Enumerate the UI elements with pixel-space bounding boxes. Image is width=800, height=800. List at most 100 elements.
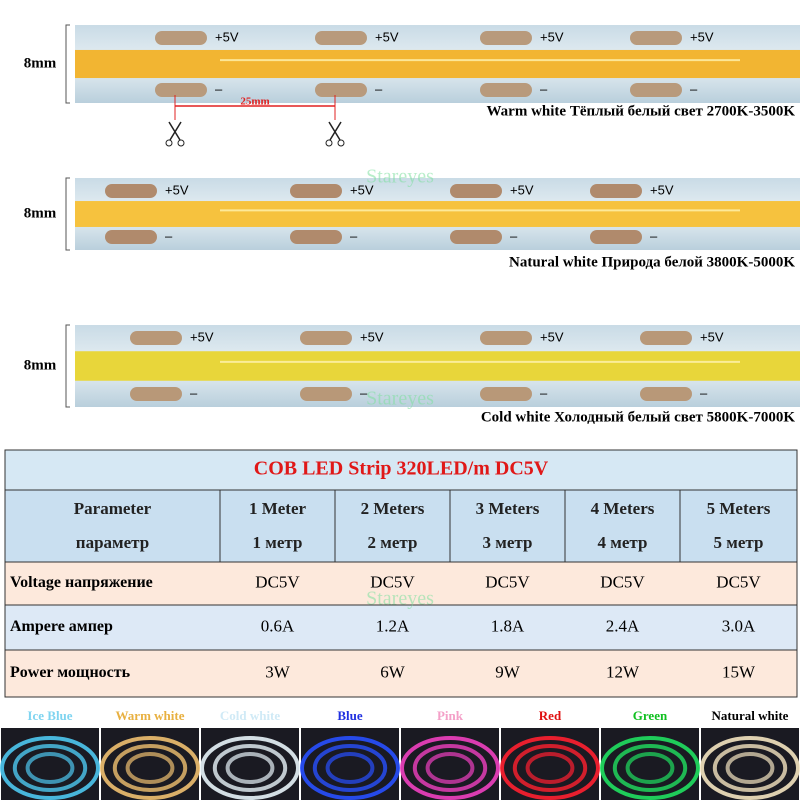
width-bracket: [65, 324, 70, 408]
width-label: 8mm: [24, 55, 57, 71]
scissors-icon: [165, 139, 173, 147]
minus-label: –: [165, 228, 173, 243]
table-header: 3 метр: [483, 533, 533, 552]
solder-pad: [315, 83, 367, 97]
color-name: Pink: [437, 708, 464, 723]
color-name: Natural white: [712, 708, 789, 723]
scissors-icon: [325, 139, 333, 147]
color-name: Green: [633, 708, 668, 723]
plus-label: +5V: [165, 182, 189, 197]
strip-caption: Natural white Природа белой 3800K-5000K: [509, 254, 795, 270]
color-coil: [725, 752, 775, 784]
solder-pad: [480, 387, 532, 401]
plus-label: +5V: [700, 329, 724, 344]
table-title-bg: [4, 449, 798, 491]
table-row-label: Power мощность: [10, 664, 131, 681]
cut-spacing: 25mm: [240, 96, 269, 108]
color-coil: [512, 744, 588, 792]
color-name: Red: [539, 708, 562, 723]
color-coil: [612, 744, 688, 792]
scissors-icon: [169, 121, 182, 141]
watermark: Stareyes: [366, 166, 434, 188]
color-coil: [12, 744, 88, 792]
strip-caption: Cold white Холодный белый свет 5800K-700…: [481, 409, 796, 425]
table-header: 5 метр: [714, 533, 764, 552]
color-coil: [700, 736, 800, 800]
table-header: 4 метр: [598, 533, 648, 552]
strip-core: [75, 49, 800, 79]
solder-pad: [290, 230, 342, 244]
solder-pad: [155, 31, 207, 45]
width-label: 8mm: [24, 205, 57, 221]
minus-label: –: [650, 228, 658, 243]
led-strip: 8mm +5V – +5V – +5V – +5V – Warm white Тёплый бел…: [24, 24, 800, 119]
solder-pad: [155, 83, 207, 97]
solder-pad: [630, 31, 682, 45]
solder-pad: [640, 331, 692, 345]
minus-label: –: [540, 81, 548, 96]
plus-label: +5V: [510, 182, 534, 197]
plus-label: +5V: [215, 29, 239, 44]
color-coil: [225, 752, 275, 784]
table-cell: 3W: [265, 662, 291, 681]
color-coil: [525, 752, 575, 784]
table-row-label: Ampere ампер: [10, 618, 113, 635]
table-row-bg: [4, 649, 798, 698]
solder-pad: [300, 331, 352, 345]
table-header: Parameter: [74, 499, 152, 518]
minus-label: –: [700, 385, 708, 400]
minus-label: –: [690, 81, 698, 96]
solder-pad: [590, 230, 642, 244]
minus-label: –: [540, 385, 548, 400]
width-bracket: [65, 24, 70, 104]
plus-label: +5V: [190, 329, 214, 344]
scissors-icon: [177, 139, 185, 147]
color-coil: [312, 744, 388, 792]
table-cell: 2.4A: [606, 616, 640, 635]
color-coil: [400, 736, 500, 800]
table-row-bg: [4, 561, 798, 606]
color-coil: [200, 736, 300, 800]
table-cell: DC5V: [255, 572, 300, 591]
solder-pad: [630, 83, 682, 97]
color-coil: [25, 752, 75, 784]
table-header: 2 Meters: [361, 499, 425, 518]
scissors-icon: [337, 139, 345, 147]
solder-pad: [130, 331, 182, 345]
table-cell: DC5V: [716, 572, 761, 591]
solder-pad: [300, 387, 352, 401]
table-cell: DC5V: [600, 572, 645, 591]
plus-label: +5V: [540, 329, 564, 344]
color-coil: [412, 744, 488, 792]
watermark: Stareyes: [366, 388, 434, 410]
table-header: 1 Meter: [249, 499, 307, 518]
table-header: 1 метр: [253, 533, 303, 552]
watermark: Stareyes: [366, 588, 434, 610]
table-header-bg: [4, 489, 798, 563]
solder-pad: [130, 387, 182, 401]
table-header: 3 Meters: [476, 499, 540, 518]
minus-label: –: [510, 228, 518, 243]
color-coil: [212, 744, 288, 792]
plus-label: +5V: [360, 329, 384, 344]
color-coil: [325, 752, 375, 784]
color-coil: [125, 752, 175, 784]
table-header: 4 Meters: [591, 499, 655, 518]
color-name: Ice Blue: [27, 708, 72, 723]
color-coil: [0, 736, 100, 800]
solder-pad: [480, 83, 532, 97]
color-name: Blue: [337, 708, 363, 723]
solder-pad: [590, 184, 642, 198]
solder-pad: [105, 230, 157, 244]
plus-label: +5V: [690, 29, 714, 44]
table-cell: DC5V: [485, 572, 530, 591]
solder-pad: [290, 184, 342, 198]
table-cell: 1.8A: [491, 616, 525, 635]
solder-pad: [480, 331, 532, 345]
minus-label: –: [350, 228, 358, 243]
color-coil: [300, 736, 400, 800]
led-strip: 8mm +5V – +5V – +5V – +5V – Cold white Холодный б…: [24, 324, 800, 425]
table-cell: 9W: [495, 662, 521, 681]
color-coil: [600, 736, 700, 800]
